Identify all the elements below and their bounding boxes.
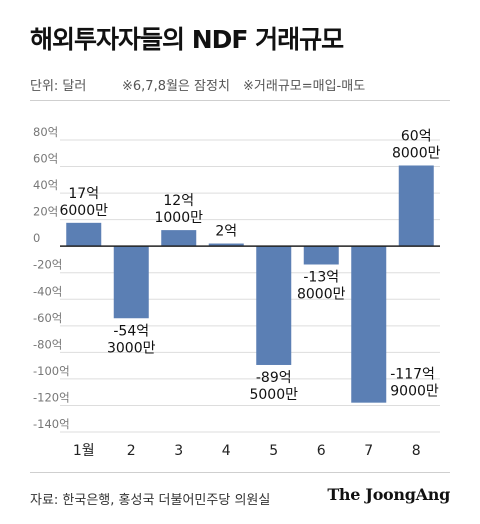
y-tick-label: 60억 — [33, 152, 58, 166]
x-tick-label: 3 — [174, 443, 183, 459]
data-label: 3000만 — [107, 340, 156, 356]
bar — [398, 165, 434, 247]
data-label: -13억 — [303, 269, 339, 285]
x-tick-label: 1월 — [73, 443, 95, 459]
y-tick-label: 80억 — [33, 125, 58, 139]
unit-note: 단위: 달러 — [30, 79, 87, 94]
y-tick-label: -40억 — [33, 284, 62, 298]
y-tick-label: -100억 — [33, 364, 70, 378]
data-label: 60억 — [401, 128, 432, 144]
y-tick-label: -140억 — [33, 417, 70, 431]
y-tick-label: 40억 — [33, 178, 58, 192]
formula-note: ※거래규모=매입-매도 — [243, 79, 366, 94]
x-tick-label: 5 — [269, 443, 278, 459]
bar — [351, 246, 387, 403]
x-tick-label: 2 — [127, 443, 136, 459]
data-label: 8000만 — [297, 286, 346, 302]
data-label: 12억 — [163, 193, 194, 209]
data-label: 9000만 — [390, 384, 439, 400]
data-label: -89억 — [256, 370, 292, 386]
y-tick-label: -120억 — [33, 390, 70, 404]
bar — [66, 222, 102, 247]
y-tick-label: 20억 — [33, 205, 58, 219]
data-label: -117억 — [390, 367, 435, 383]
source-note: 자료: 한국은행, 홍성국 더불어민주당 의원실 — [30, 493, 271, 508]
bar — [303, 246, 339, 265]
header-divider — [30, 100, 450, 101]
x-tick-label: 7 — [364, 443, 373, 459]
y-tick-label: -20억 — [33, 258, 62, 272]
y-tick-label: -60억 — [33, 311, 62, 325]
bar — [161, 230, 197, 247]
data-label: 2억 — [215, 224, 237, 240]
x-tick-label: 8 — [412, 443, 421, 459]
data-label: 1000만 — [154, 210, 203, 226]
y-tick-label: 0 — [33, 231, 40, 245]
y-tick-label: -80억 — [33, 337, 62, 351]
data-label: -54억 — [113, 323, 149, 339]
estimate-note: ※6,7,8월은 잠정치 — [122, 79, 230, 94]
data-label: 6000만 — [59, 203, 108, 219]
page-title: 해외투자자들의 NDF 거래규모 — [30, 25, 344, 54]
bar — [113, 246, 149, 319]
brand-logo: The JoongAng — [327, 485, 450, 504]
footer-divider — [30, 472, 450, 473]
data-label: 17억 — [68, 186, 99, 202]
bar-chart: 80억 60억 40억 20억 0 -20억 -40억 -60억 -80억 -100억 -120억 -… — [33, 125, 441, 459]
x-tick-label: 6 — [317, 443, 326, 459]
bar — [256, 246, 292, 365]
data-label: 5000만 — [249, 387, 298, 403]
x-tick-label: 4 — [222, 443, 231, 459]
data-label: 8000만 — [392, 145, 441, 161]
bar — [208, 243, 244, 247]
